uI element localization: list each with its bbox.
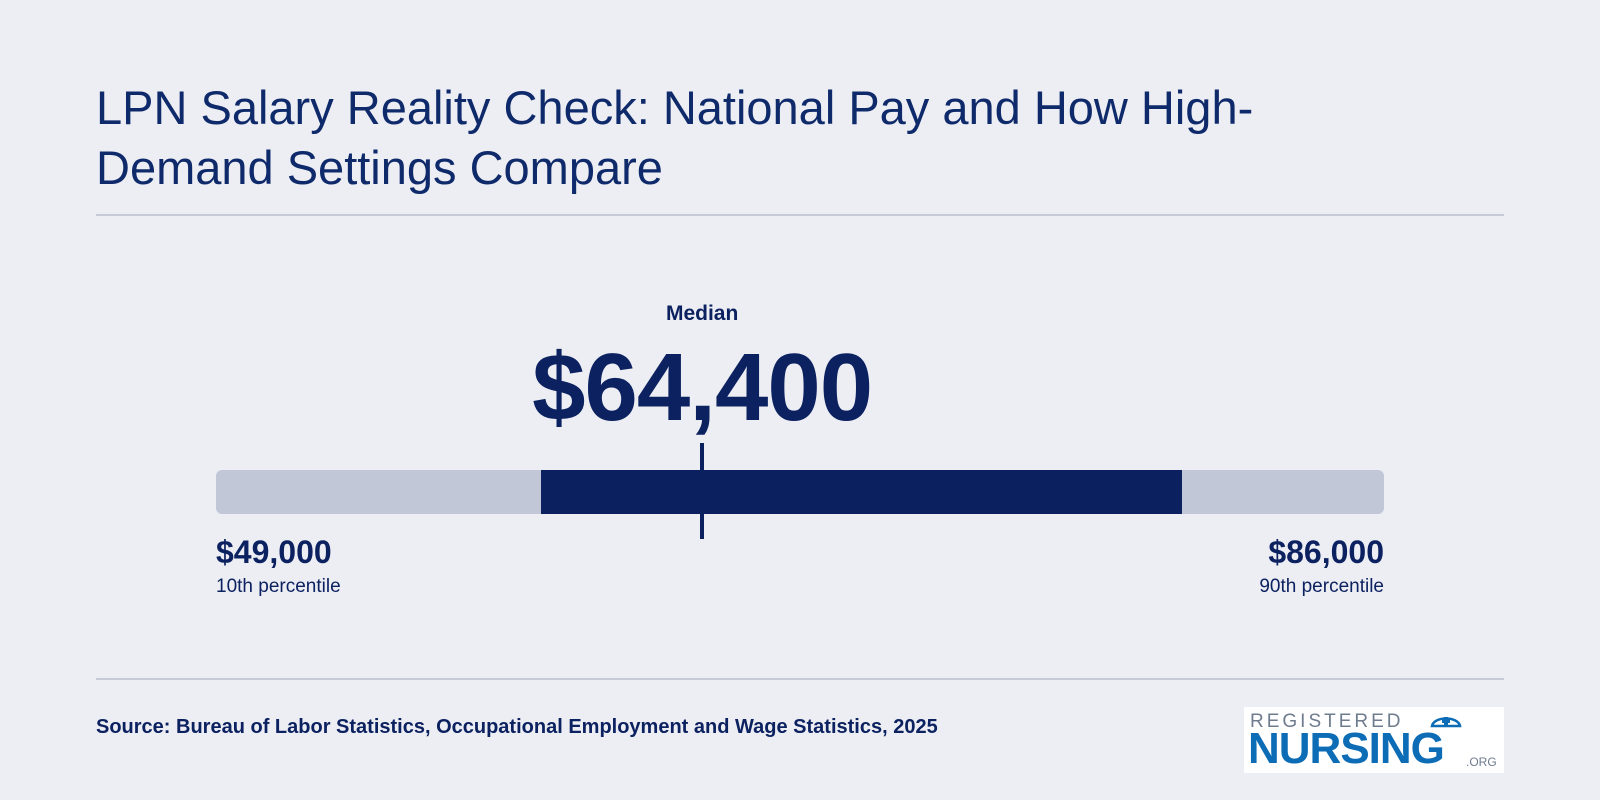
logo-main-text: NURSING: [1248, 724, 1445, 773]
high-value: $86,000: [1268, 534, 1384, 570]
median-value: $64,400: [532, 334, 873, 441]
interquartile-bar: [541, 470, 1182, 514]
low-end: $49,000 10th percentile: [216, 532, 341, 600]
top-divider: [96, 214, 1504, 216]
high-caption: 90th percentile: [1259, 576, 1384, 597]
range-track: [216, 470, 1384, 514]
bottom-divider: [96, 678, 1504, 680]
source-note: Source: Bureau of Labor Statistics, Occu…: [96, 716, 938, 738]
registered-nursing-logo: REGISTERED NURSING .ORG: [1244, 707, 1504, 773]
nurse-cap-icon: [1430, 717, 1462, 728]
median-tick: [700, 443, 705, 539]
median-label: Median: [665, 302, 739, 325]
low-value: $49,000: [216, 534, 332, 570]
chart-title: LPN Salary Reality Check: National Pay a…: [96, 81, 1254, 194]
low-caption: 10th percentile: [216, 576, 341, 597]
logo-top-text: REGISTERED: [1250, 711, 1404, 732]
high-end: $86,000 90th percentile: [1084, 532, 1384, 600]
logo-org-text: .ORG: [1466, 755, 1497, 769]
